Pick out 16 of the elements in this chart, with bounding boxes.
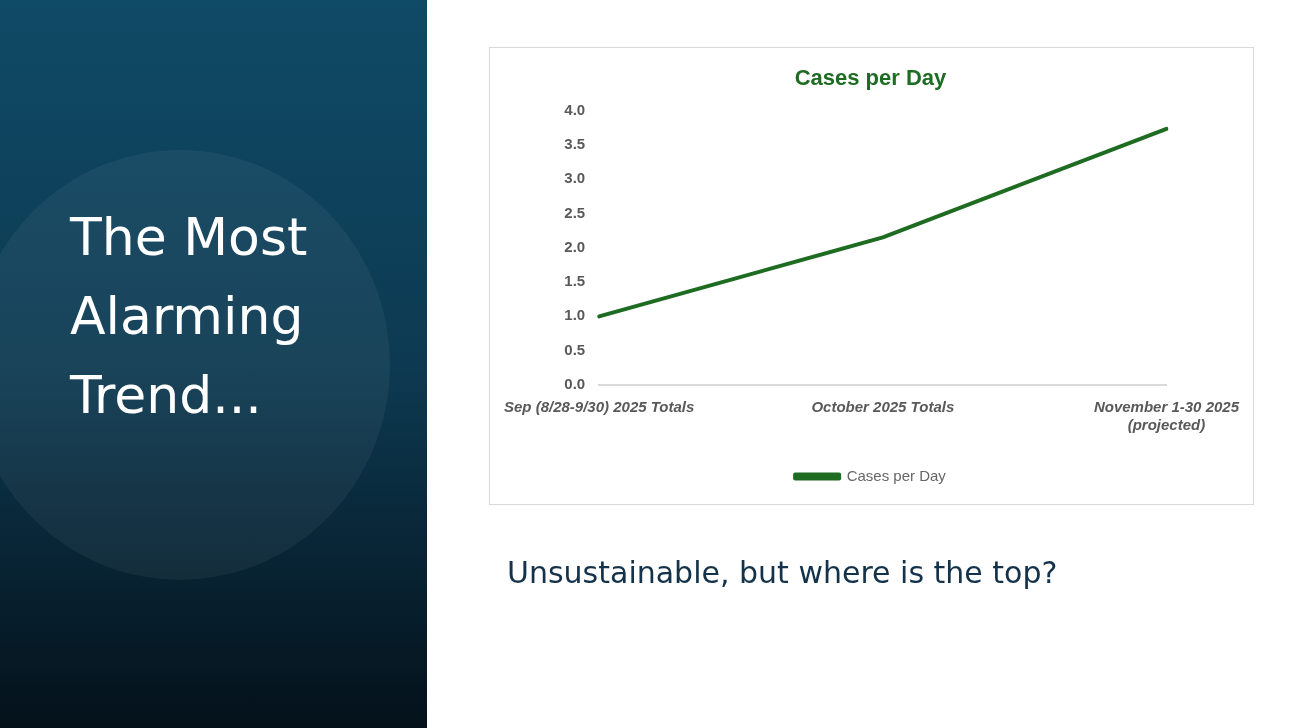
legend-label: Cases per Day xyxy=(846,466,947,484)
y-tick-label: 3.0 xyxy=(564,169,586,187)
x-tick-label: November 1-30 2025 (projected) xyxy=(1093,398,1240,434)
y-tick-label: 3.5 xyxy=(564,134,586,152)
y-tick-label: 4.0 xyxy=(564,100,586,118)
text: Unsustainable, but where is the top? xyxy=(507,555,1058,590)
y-tick-label: 2.0 xyxy=(564,237,586,255)
y-tick-label: 1.5 xyxy=(564,272,586,290)
y-tick-label: 0.5 xyxy=(564,340,586,358)
x-tick-label: October 2025 Totals xyxy=(811,398,955,416)
x-tick-label: Sep (8/28-9/30) 2025 Totals xyxy=(504,398,695,416)
y-tick-label: 0.0 xyxy=(564,375,586,393)
chart-title: Cases per Day xyxy=(794,65,948,91)
y-tick-label: 1.0 xyxy=(564,306,586,324)
text: The Most Alarming Trend... xyxy=(70,206,309,427)
y-tick-label: 2.5 xyxy=(564,203,586,221)
